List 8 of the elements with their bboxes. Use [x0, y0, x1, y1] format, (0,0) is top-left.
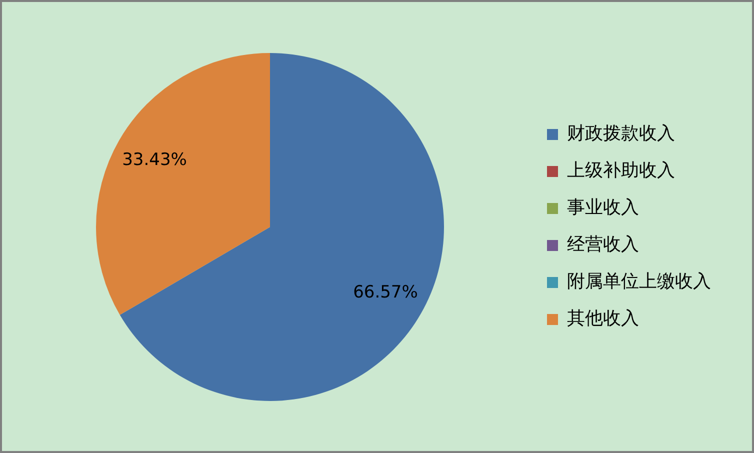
legend-label: 事业收入 — [567, 197, 639, 218]
legend-label: 上级补助收入 — [567, 160, 675, 182]
legend-label: 其他收入 — [567, 308, 639, 330]
data-label: 33.43% — [122, 150, 187, 170]
legend-label: 财政拨款收入 — [567, 123, 675, 144]
legend-label: 附属单位上缴收入 — [567, 271, 711, 292]
legend-label: 经营收入 — [567, 234, 639, 256]
data-label: 66.57% — [353, 282, 418, 303]
